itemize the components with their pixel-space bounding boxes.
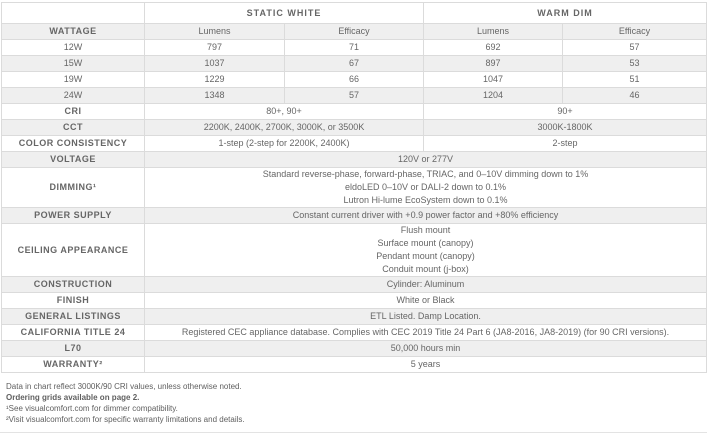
row-value: 5 years (143, 356, 707, 373)
row-label: GENERAL LISTINGS (1, 308, 145, 325)
row-label: POWER SUPPLY (1, 207, 145, 224)
footnotes: Data in chart reflect 3000K/90 CRI value… (6, 381, 707, 425)
sw-efficacy-value: 71 (283, 39, 425, 56)
sw-efficacy-value: 67 (283, 55, 425, 72)
sw-efficacy-value: 57 (283, 87, 425, 104)
wd-lumens-value: 692 (423, 39, 564, 56)
sw-value: 1-step (2-step for 2200K, 2400K) (143, 135, 425, 152)
table-row-dimming: DIMMING¹ Standard reverse-phase, forward… (1, 167, 707, 208)
table-row-construction: CONSTRUCTION Cylinder: Aluminum (1, 276, 707, 293)
sw-value: 2200K, 2400K, 2700K, 3000K, or 3500K (143, 119, 425, 136)
row-value: 120V or 277V (143, 151, 707, 168)
row-label: VOLTAGE (1, 151, 145, 168)
row-label: L70 (1, 340, 145, 357)
ceiling-line: Flush mount (400, 225, 451, 235)
wattage-value: 24W (1, 87, 145, 104)
table-row-l70: L70 50,000 hours min (1, 340, 707, 357)
table-row-warranty: WARRANTY² 5 years (1, 356, 707, 373)
sw-lumens-value: 797 (144, 39, 285, 56)
wd-efficacy-value: 46 (562, 87, 707, 104)
table-row-cct: CCT 2200K, 2400K, 2700K, 3000K, or 3500K… (1, 119, 707, 136)
corner-cell (1, 2, 145, 24)
static-white-efficacy-header: Efficacy (283, 23, 425, 40)
ceiling-line: Conduit mount (j-box) (382, 264, 469, 274)
footnote-warranty-details: ²Visit visualcomfort.com for specific wa… (6, 415, 245, 424)
row-value: ETL Listed. Damp Location. (143, 308, 707, 325)
wd-efficacy-value: 57 (562, 39, 707, 56)
spec-table: STATIC WHITE WARM DIM WATTAGE Lumens Eff… (1, 2, 707, 373)
table-row-ceiling-appearance: CEILING APPEARANCE Flush mount Surface m… (1, 223, 707, 277)
wattage-value: 15W (1, 55, 145, 72)
static-white-lumens-header: Lumens (144, 23, 285, 40)
row-label: CRI (1, 103, 145, 120)
wd-efficacy-value: 53 (562, 55, 707, 72)
table-row-cri: CRI 80+, 90+ 90+ (1, 103, 707, 120)
table-row-19w: 19W 1229 66 1047 51 (1, 71, 707, 88)
row-label: CONSTRUCTION (1, 276, 145, 293)
dimming-line: Lutron Hi-lume EcoSystem down to 0.1% (343, 195, 508, 205)
sw-value: 80+, 90+ (143, 103, 425, 120)
table-row-general-listings: GENERAL LISTINGS ETL Listed. Damp Locati… (1, 308, 707, 325)
row-label: CEILING APPEARANCE (1, 223, 145, 277)
row-label: DIMMING¹ (1, 167, 145, 208)
ceiling-line: Surface mount (canopy) (377, 238, 474, 248)
warm-dim-lumens-header: Lumens (423, 23, 564, 40)
sw-efficacy-value: 66 (283, 71, 425, 88)
static-white-header: STATIC WHITE (143, 2, 425, 24)
footnote-data-reflect: Data in chart reflect 3000K/90 CRI value… (6, 382, 242, 391)
footnote-dimmer-compatibility: ¹See visualcomfort.com for dimmer compat… (6, 404, 178, 413)
row-value: White or Black (143, 292, 707, 309)
sw-lumens-value: 1037 (144, 55, 285, 72)
wd-lumens-value: 1204 (423, 87, 564, 104)
sw-lumens-value: 1348 (144, 87, 285, 104)
row-label: WARRANTY² (1, 356, 145, 373)
row-value: Cylinder: Aluminum (143, 276, 707, 293)
sw-lumens-value: 1229 (144, 71, 285, 88)
row-value: Registered CEC appliance database. Compl… (143, 324, 707, 341)
table-row-24w: 24W 1348 57 1204 46 (1, 87, 707, 104)
table-row-california-title-24: CALIFORNIA TITLE 24 Registered CEC appli… (1, 324, 707, 341)
row-label: COLOR CONSISTENCY (1, 135, 145, 152)
row-value: Standard reverse-phase, forward-phase, T… (143, 167, 707, 208)
row-value: Constant current driver with +0.9 power … (143, 207, 707, 224)
dimming-line: Standard reverse-phase, forward-phase, T… (262, 169, 589, 179)
wattage-value: 19W (1, 71, 145, 88)
wd-value: 2-step (423, 135, 707, 152)
table-row-12w: 12W 797 71 692 57 (1, 39, 707, 56)
table-row-power-supply: POWER SUPPLY Constant current driver wit… (1, 207, 707, 224)
warm-dim-efficacy-header: Efficacy (562, 23, 707, 40)
footnote-ordering-grids: Ordering grids available on page 2. (6, 393, 140, 402)
wd-value: 90+ (423, 103, 707, 120)
wd-lumens-value: 1047 (423, 71, 564, 88)
table-row-color-consistency: COLOR CONSISTENCY 1-step (2-step for 220… (1, 135, 707, 152)
wd-value: 3000K-1800K (423, 119, 707, 136)
warm-dim-header: WARM DIM (423, 2, 707, 24)
table-row-15w: 15W 1037 67 897 53 (1, 55, 707, 72)
row-label: FINISH (1, 292, 145, 309)
row-value: 50,000 hours min (143, 340, 707, 357)
wattage-value: 12W (1, 39, 145, 56)
column-header-row: WATTAGE Lumens Efficacy Lumens Efficacy (1, 23, 707, 40)
row-value: Flush mount Surface mount (canopy) Penda… (143, 223, 707, 277)
row-label: CALIFORNIA TITLE 24 (1, 324, 145, 341)
row-label: CCT (1, 119, 145, 136)
ceiling-line: Pendant mount (canopy) (376, 251, 475, 261)
wattage-column-header: WATTAGE (1, 23, 145, 40)
wd-efficacy-value: 51 (562, 71, 707, 88)
dimming-line: eldoLED 0–10V or DALI-2 down to 0.1% (344, 182, 507, 192)
table-row-finish: FINISH White or Black (1, 292, 707, 309)
group-header-row: STATIC WHITE WARM DIM (1, 2, 707, 24)
wd-lumens-value: 897 (423, 55, 564, 72)
table-row-voltage: VOLTAGE 120V or 277V (1, 151, 707, 168)
